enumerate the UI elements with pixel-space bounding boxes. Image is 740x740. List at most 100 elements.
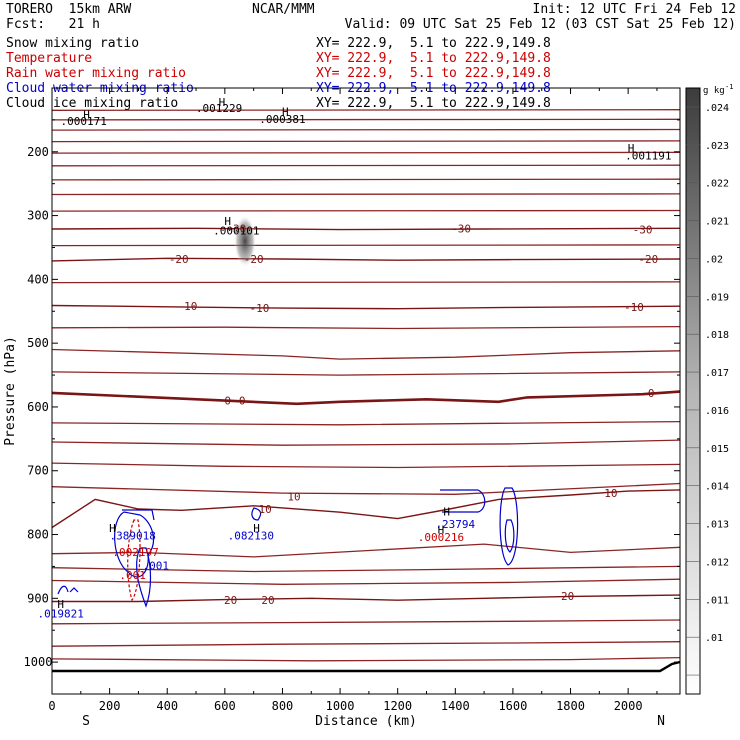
isotherm-line bbox=[51, 420, 681, 426]
colorbar-tick-label: .014 bbox=[705, 482, 729, 493]
contour-label: -30 bbox=[226, 222, 246, 235]
colorbar-tick-label: .018 bbox=[705, 330, 729, 341]
isotherm--20 bbox=[51, 257, 681, 262]
colorbar-tick-label: .019 bbox=[705, 292, 729, 303]
legend-field-xy: XY= 222.9, 5.1 to 222.9,149.8 bbox=[316, 96, 551, 111]
isotherm-line bbox=[51, 140, 681, 143]
x-tick-label: 400 bbox=[156, 699, 178, 713]
y-tick-label: 900 bbox=[27, 591, 49, 605]
colorbar-tick-label: .021 bbox=[705, 217, 729, 228]
legend-field-label: Cloud ice mixing ratio bbox=[6, 96, 179, 111]
cloud-water-contour bbox=[499, 487, 519, 566]
y-tick-label: 200 bbox=[27, 145, 49, 159]
colorbar-tick-label: .012 bbox=[705, 557, 729, 568]
contour-label: -10 bbox=[177, 300, 197, 313]
isotherm-20 bbox=[52, 594, 681, 603]
y-tick-label: 300 bbox=[27, 209, 49, 223]
y-tick-label: 400 bbox=[27, 272, 49, 286]
rain-water-contour bbox=[127, 519, 141, 602]
isotherm-line bbox=[51, 281, 681, 284]
legend-field-xy: XY= 222.9, 5.1 to 222.9,149.8 bbox=[316, 51, 551, 66]
high-marker: H bbox=[224, 215, 231, 228]
max-value-label: .019821 bbox=[37, 607, 83, 620]
plot-frame bbox=[51, 87, 681, 695]
cloud-water-contour bbox=[251, 507, 262, 521]
max-value-label: .001191 bbox=[625, 149, 671, 162]
colorbar-unit-exponent: -1 bbox=[725, 83, 733, 91]
max-value-label: .001229 bbox=[196, 102, 242, 115]
cloud-water-contour bbox=[440, 489, 486, 513]
x-tick-label: 2000 bbox=[614, 699, 643, 713]
colorbar-tick-label: .015 bbox=[705, 444, 729, 455]
x-tick-label: 200 bbox=[99, 699, 121, 713]
isotherm-0 bbox=[51, 390, 681, 406]
isotherm-line bbox=[51, 656, 681, 662]
isotherm-line bbox=[51, 543, 681, 558]
isotherm--30 bbox=[51, 227, 681, 231]
high-marker: H bbox=[438, 523, 445, 536]
model-title: TORERO 15km ARW bbox=[6, 2, 132, 17]
isotherm-line bbox=[51, 641, 681, 647]
contour-label: -30 bbox=[633, 224, 653, 237]
isotherm-line bbox=[51, 348, 681, 360]
colorbar-tick-label: .022 bbox=[705, 179, 729, 190]
cloud-water-contour bbox=[504, 519, 515, 553]
legend-field-xy: XY= 222.9, 5.1 to 222.9,149.8 bbox=[316, 36, 551, 51]
x-axis-label: Distance (km) bbox=[315, 714, 417, 729]
contour-label: -20 bbox=[638, 253, 658, 266]
isotherm-line bbox=[51, 151, 681, 154]
isotherm-line bbox=[51, 209, 681, 212]
legend-field-xy: XY= 222.9, 5.1 to 222.9,149.8 bbox=[316, 66, 551, 81]
high-marker: H bbox=[282, 105, 289, 118]
isotherm--10 bbox=[51, 304, 681, 310]
valid-time: Valid: 09 UTC Sat 25 Feb 12 (03 CST Sat … bbox=[344, 17, 736, 32]
colorbar-tick-label: .024 bbox=[705, 103, 729, 114]
colorbar-unit: g kg bbox=[703, 86, 725, 96]
contour-label: 20 bbox=[261, 594, 274, 607]
high-marker: H bbox=[109, 522, 116, 535]
max-value-label: .23794 bbox=[435, 518, 475, 531]
cloud-water-contour bbox=[114, 511, 154, 578]
cloud-water-contour bbox=[136, 547, 152, 608]
high-marker: H bbox=[253, 522, 260, 535]
right-endpoint-label: N bbox=[657, 714, 665, 729]
isotherm-line bbox=[51, 578, 681, 585]
contour-label: -10 bbox=[624, 301, 644, 314]
high-marker: H bbox=[443, 505, 450, 518]
contour-label: 0 bbox=[239, 395, 246, 408]
y-axis-label: Pressure (hPa) bbox=[3, 336, 18, 446]
max-value-label: .000381 bbox=[259, 113, 305, 126]
isotherm-line bbox=[51, 462, 681, 469]
contour-label: 10 bbox=[259, 503, 272, 516]
contour-label: -20 bbox=[169, 253, 189, 266]
y-tick-label: 600 bbox=[27, 400, 49, 414]
isotherm-line bbox=[51, 371, 681, 376]
x-tick-label: 1600 bbox=[498, 699, 527, 713]
isotherm-line bbox=[51, 325, 681, 330]
y-tick-label: 800 bbox=[27, 528, 49, 542]
y-tick-label: 1000 bbox=[24, 655, 53, 669]
contour-label: 20 bbox=[561, 590, 574, 603]
cloud-ice-shading bbox=[234, 215, 257, 268]
x-tick-label: 0 bbox=[48, 699, 55, 713]
cloud-water-contour bbox=[57, 585, 79, 595]
x-tick-label: 600 bbox=[214, 699, 236, 713]
legend-field-label: Rain water mixing ratio bbox=[6, 66, 187, 81]
contour-label: 20 bbox=[224, 594, 237, 607]
left-endpoint-label: S bbox=[82, 714, 90, 729]
max-value-label: .000101 bbox=[213, 225, 259, 238]
isotherm-line bbox=[51, 118, 681, 121]
x-tick-label: 800 bbox=[272, 699, 294, 713]
contour-label: -10 bbox=[249, 302, 269, 315]
max-value-label: .001 bbox=[119, 569, 146, 582]
contour-label: 10 bbox=[604, 487, 617, 500]
contour-label: -30 bbox=[451, 222, 471, 235]
colorbar-tick-label: .01 bbox=[705, 633, 723, 644]
isotherm-line bbox=[51, 164, 681, 167]
cloud-water-contour bbox=[122, 509, 155, 521]
high-marker: H bbox=[628, 142, 635, 155]
legend-field-label: Cloud water mixing ratio bbox=[6, 81, 194, 96]
legend-field-xy: XY= 222.9, 5.1 to 222.9,149.8 bbox=[316, 81, 551, 96]
colorbar-tick-label: .017 bbox=[705, 368, 729, 379]
high-marker: H bbox=[57, 598, 64, 611]
